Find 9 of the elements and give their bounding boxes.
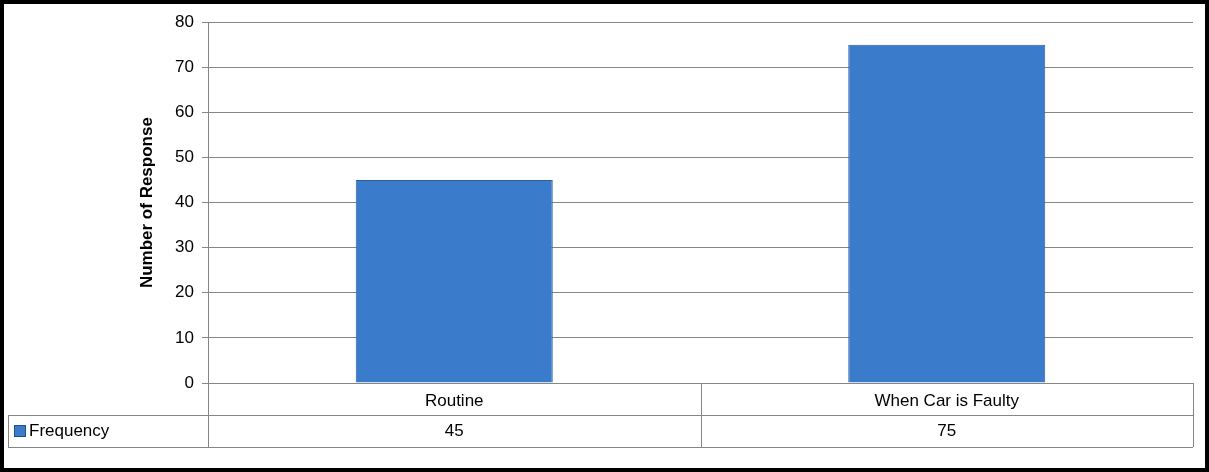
y-tick-label: 40 — [175, 192, 194, 212]
y-tick-label: 20 — [175, 282, 194, 302]
y-tick-label: 80 — [175, 11, 194, 31]
y-tick-label: 30 — [175, 237, 194, 257]
y-tick-label: 50 — [175, 147, 194, 167]
y-tick-label: 70 — [175, 56, 194, 76]
y-tick-label: 60 — [175, 102, 194, 122]
y-axis-title: Number of Response — [136, 117, 156, 289]
y-tick-label: 10 — [175, 327, 194, 347]
